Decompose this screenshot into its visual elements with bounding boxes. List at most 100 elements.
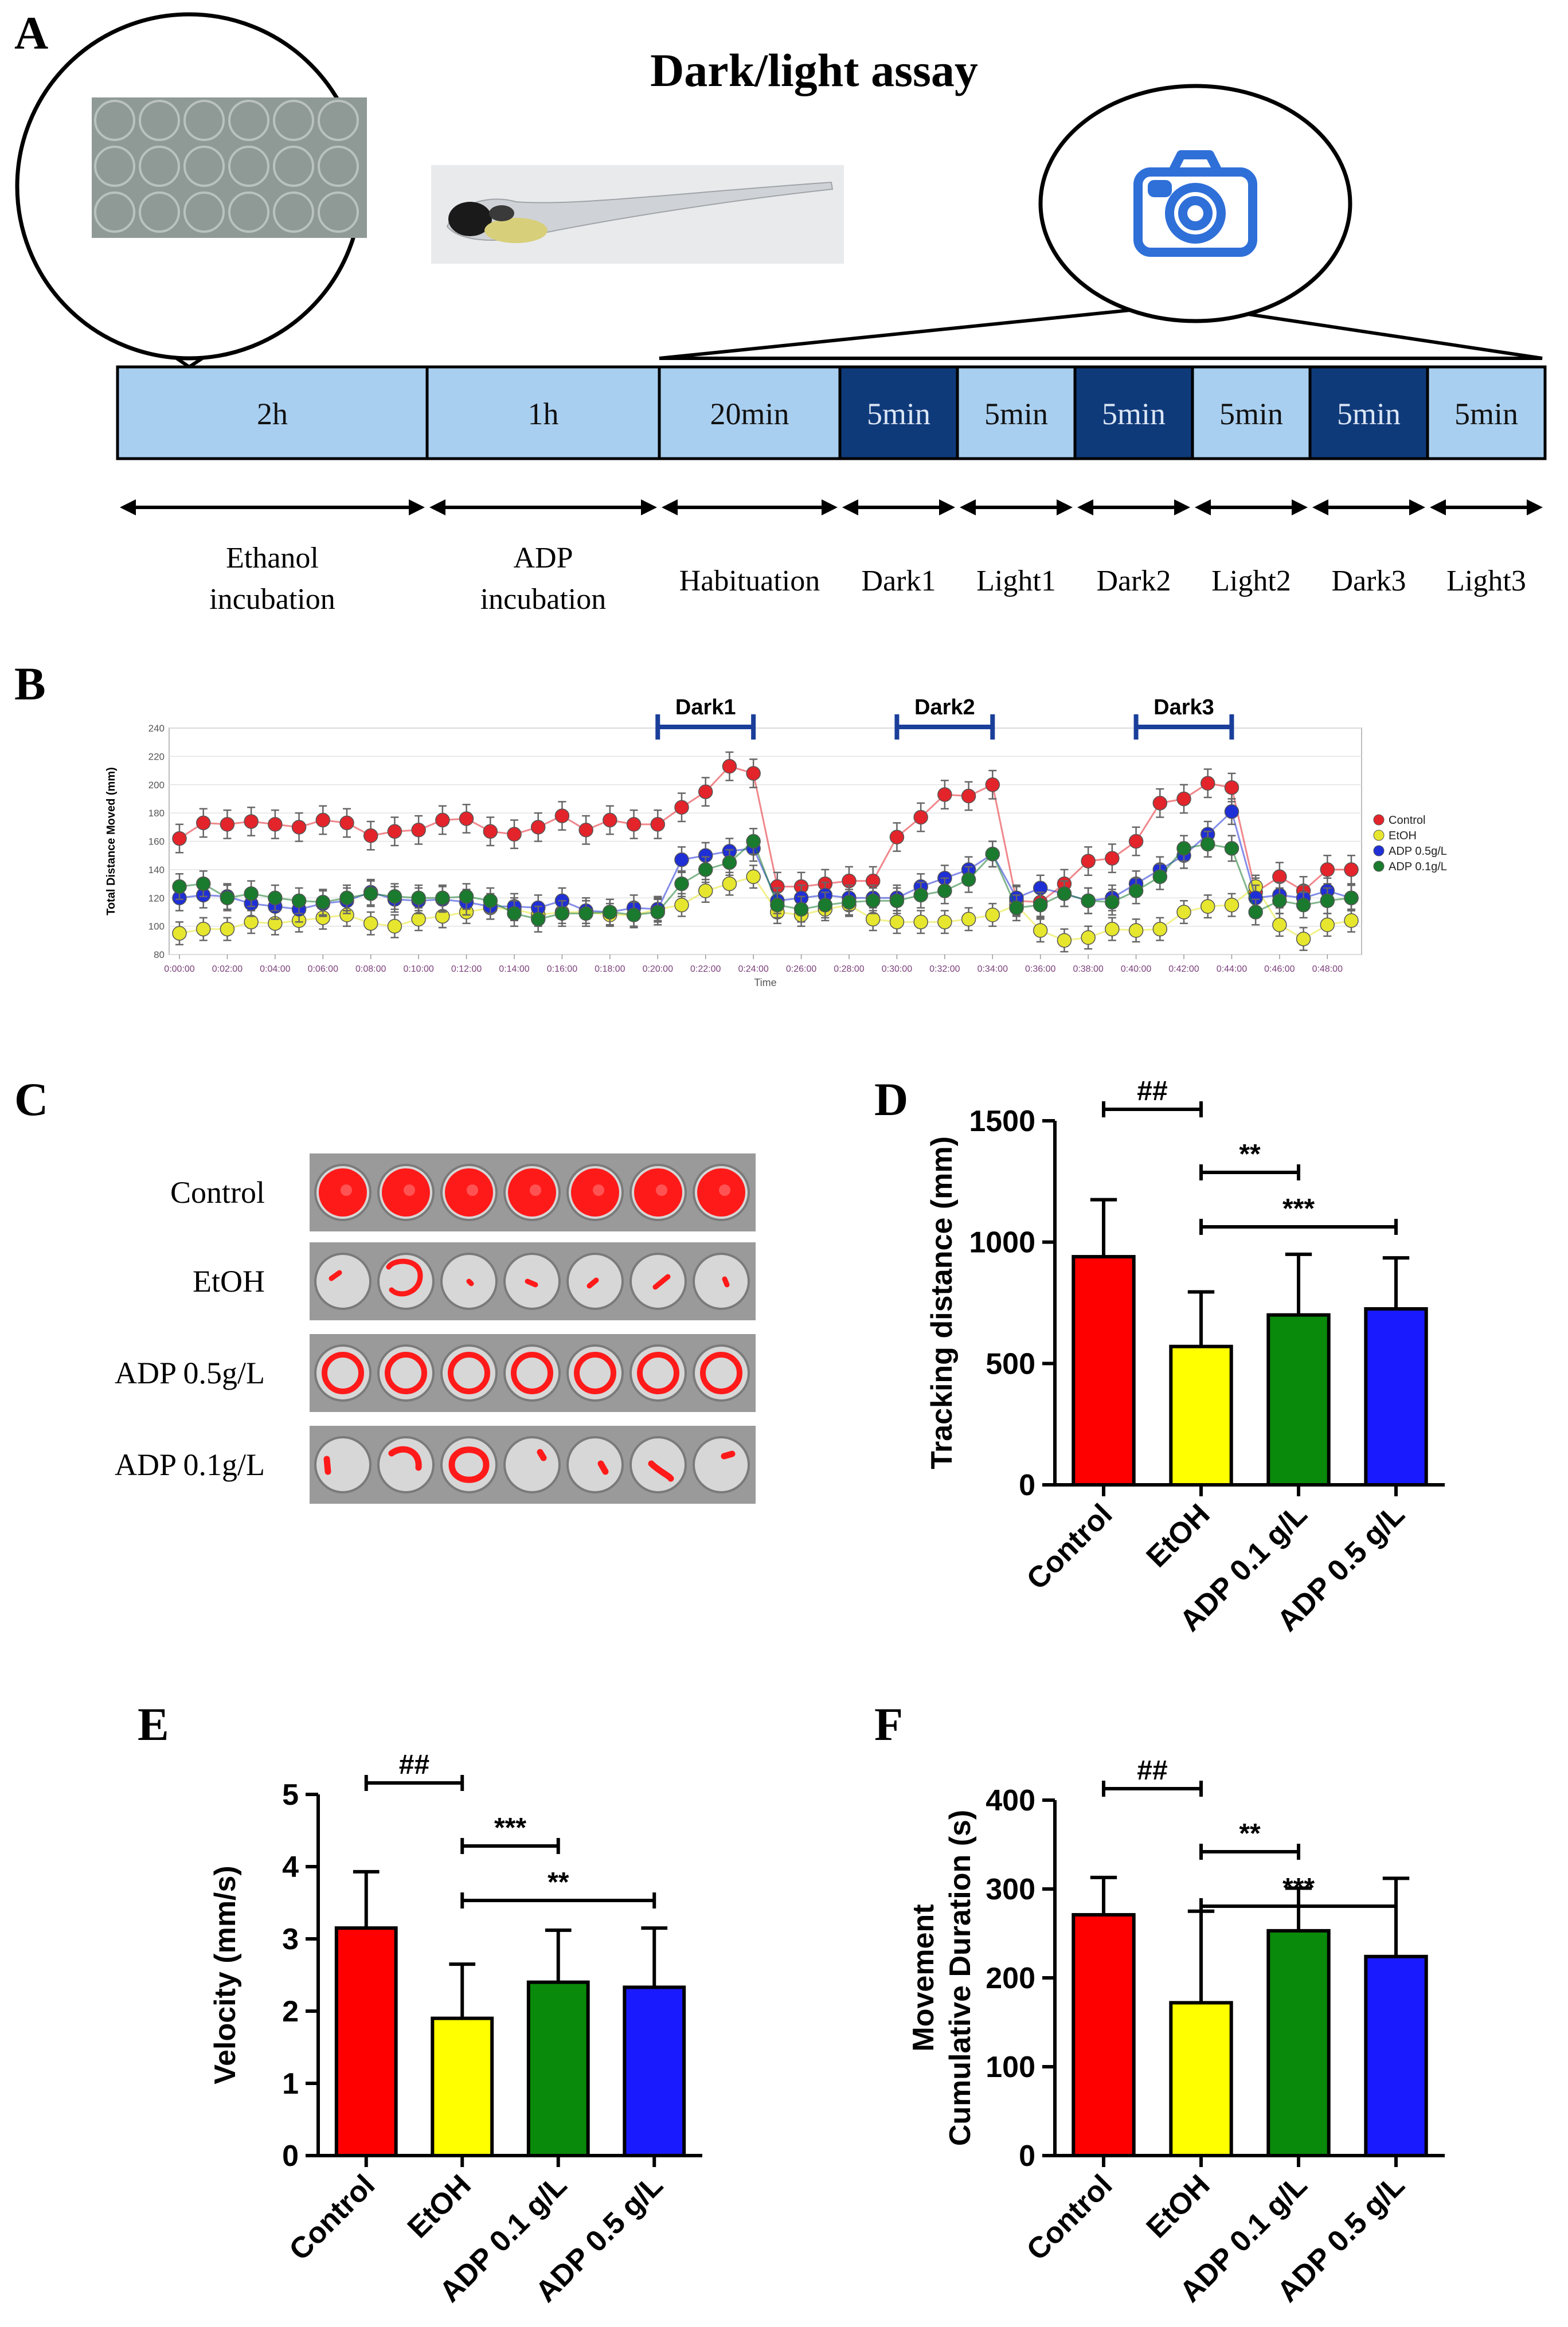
timeline-block-label: 20min	[710, 397, 789, 431]
x-tick-label: Control	[283, 2168, 382, 2267]
legend-marker	[1373, 845, 1385, 857]
data-point	[746, 834, 761, 849]
data-point	[387, 824, 402, 839]
track-trace	[637, 1352, 679, 1394]
well	[503, 1436, 561, 1493]
data-point	[268, 817, 283, 832]
data-point	[937, 914, 952, 929]
timeline-block	[1073, 365, 1194, 460]
data-point	[530, 912, 546, 927]
data-point	[722, 758, 737, 774]
data-point	[865, 912, 881, 927]
data-point	[889, 893, 905, 908]
arrow-head-right	[1409, 499, 1425, 515]
panel-d: D 0 500 1000 1500 Tracking distance (mm) Cont…	[874, 1073, 1445, 1638]
track-trace	[448, 1352, 490, 1394]
y-tick-label: 80	[154, 949, 165, 960]
panel-letter-d: D	[874, 1073, 908, 1125]
x-tick-label: 0:22:00	[690, 964, 721, 974]
data-point	[1033, 897, 1048, 913]
track-trace	[537, 1449, 547, 1461]
data-point	[195, 921, 211, 937]
timeline-block-label: 5min	[1102, 397, 1166, 431]
data-point	[985, 777, 1000, 792]
data-point	[411, 890, 426, 905]
data-point	[1128, 883, 1144, 898]
y-tick-label: 100	[986, 2051, 1035, 2084]
data-point	[435, 890, 450, 905]
track-trace	[388, 1446, 422, 1471]
well	[273, 100, 314, 141]
track-trace	[719, 1184, 730, 1196]
arrow-head-right	[1292, 499, 1308, 515]
well	[314, 1436, 372, 1493]
bar	[1266, 1313, 1331, 1487]
arrow-head-left	[842, 499, 858, 515]
data-point	[674, 852, 689, 867]
data-point	[1152, 796, 1168, 811]
phase-label: Light2	[1211, 565, 1291, 597]
phase-label: Dark2	[1097, 565, 1171, 597]
well	[183, 100, 225, 141]
well	[94, 146, 135, 187]
data-point	[172, 926, 187, 941]
significance-label: **	[548, 1867, 569, 1898]
data-point	[674, 897, 689, 913]
x-tick-label: 0:48:00	[1312, 964, 1343, 974]
x-tick-label: 0:20:00	[643, 964, 673, 974]
arrow-head-left	[662, 499, 678, 515]
track-trace	[597, 1460, 609, 1475]
x-tick-label: Control	[1020, 1497, 1119, 1596]
significance-label: ##	[1137, 1755, 1167, 1786]
data-point	[1176, 791, 1191, 807]
well	[318, 100, 359, 141]
camera-magnifier	[659, 84, 1543, 360]
timeline-block-label: 5min	[984, 397, 1048, 431]
data-point	[650, 817, 666, 832]
well-plate-magnifier	[15, 12, 367, 369]
well	[318, 146, 359, 187]
data-point	[530, 820, 546, 835]
y-tick-label: 220	[148, 751, 165, 762]
data-point	[459, 889, 474, 904]
data-point	[913, 887, 928, 903]
data-point	[626, 817, 642, 832]
y-tick-label: 240	[148, 723, 165, 734]
series-control	[172, 751, 1359, 917]
arrow-head-right	[1057, 499, 1073, 515]
data-point	[1224, 841, 1239, 856]
x-tick-label: 0:00:00	[164, 964, 194, 974]
dark-period-label: Dark1	[675, 695, 736, 719]
arrow-head-right	[1527, 499, 1543, 515]
data-point	[770, 897, 785, 913]
legend-label: EtOH	[1389, 830, 1417, 842]
arrow-head-left	[1430, 499, 1446, 515]
bar	[1169, 2001, 1233, 2157]
bar	[526, 1980, 590, 2158]
data-point	[387, 918, 402, 934]
track-trace	[721, 1450, 736, 1460]
bar	[334, 1926, 398, 2158]
data-point	[1344, 890, 1359, 905]
arrow-head-left	[1195, 499, 1211, 515]
data-point	[578, 906, 593, 921]
well	[629, 1436, 687, 1493]
well	[139, 146, 180, 187]
y-tick-label: 100	[148, 921, 165, 932]
phase-label: Ethanol incubation	[209, 542, 335, 616]
data-point	[1200, 776, 1215, 791]
well	[139, 191, 180, 233]
significance-label: ##	[399, 1750, 429, 1780]
track-trace	[466, 1278, 474, 1286]
timeline-block	[658, 365, 842, 460]
data-point	[746, 869, 761, 884]
legend-marker	[1373, 830, 1385, 841]
data-point	[985, 846, 1000, 862]
data-point	[483, 893, 498, 908]
y-axis-label: Velocity (mm/s)	[209, 1865, 242, 2084]
x-tick-label: 0:44:00	[1217, 964, 1247, 974]
legend-marker	[1373, 814, 1385, 826]
assay-title: Dark/light assay	[650, 44, 978, 96]
